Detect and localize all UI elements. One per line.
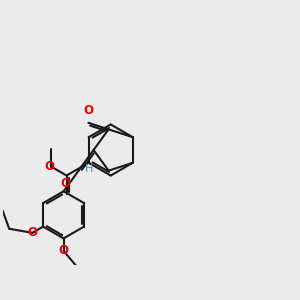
Text: H: H	[85, 164, 94, 174]
Text: O: O	[44, 160, 54, 173]
Text: O: O	[58, 244, 69, 257]
Text: O: O	[27, 226, 38, 239]
Text: O: O	[60, 177, 70, 190]
Text: O: O	[83, 104, 93, 117]
